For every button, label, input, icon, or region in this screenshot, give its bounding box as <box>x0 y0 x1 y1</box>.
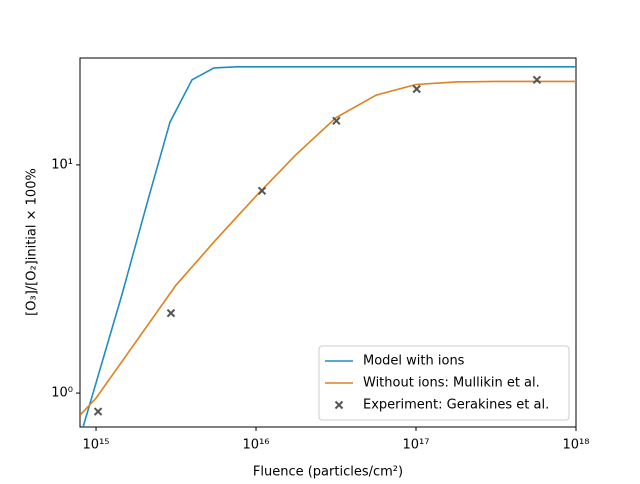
y-tick-label: 10⁰ <box>51 386 73 401</box>
marker <box>532 75 542 84</box>
line <box>80 80 576 416</box>
y-axis-label: [O₃]/[O₂]initial × 100% <box>25 168 40 316</box>
legend-label: Model with ions <box>363 354 465 369</box>
plot-frame <box>79 57 577 428</box>
marker <box>166 308 176 318</box>
x-tick-label: 10¹⁶ <box>243 438 270 453</box>
x-tick-label: 10¹⁸ <box>563 438 590 453</box>
y-tick-label: 10¹ <box>51 157 73 172</box>
legend-box <box>318 345 570 421</box>
x-tick-label: 10¹⁷ <box>403 438 430 453</box>
marker <box>412 84 421 94</box>
marker <box>334 400 344 410</box>
plot-area <box>80 66 576 427</box>
x-axis-label: Fluence (particles/cm²) <box>253 465 403 480</box>
legend-label: Without ions: Mullikin et al. <box>363 376 540 391</box>
line <box>82 66 576 427</box>
marker <box>93 407 103 416</box>
legend-label: Experiment: Gerakines et al. <box>363 398 549 413</box>
marker <box>332 116 341 126</box>
x-tick-label: 10¹⁵ <box>83 438 110 453</box>
marker <box>257 186 267 195</box>
